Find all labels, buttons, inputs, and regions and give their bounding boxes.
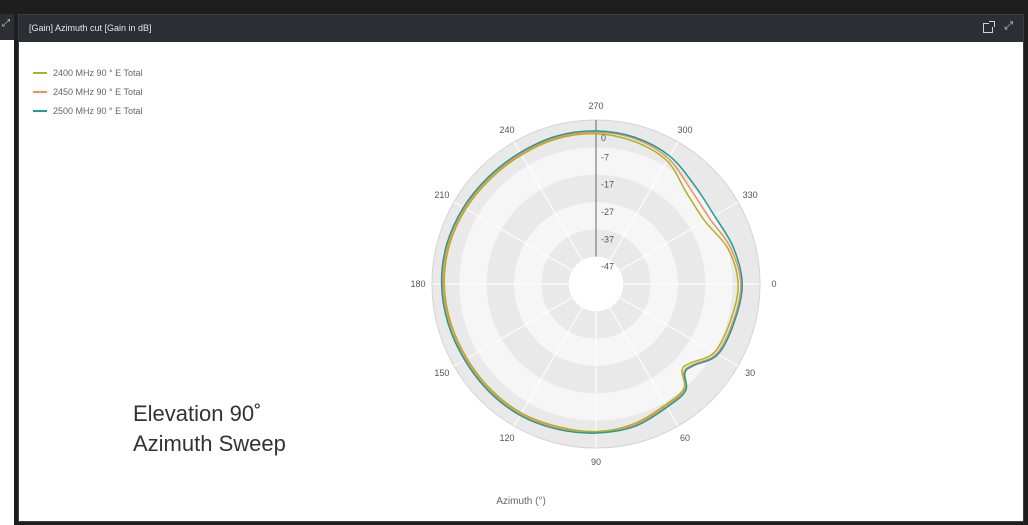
angular-tick-label: 240 bbox=[499, 125, 514, 135]
expand-icon[interactable]: ⤢ bbox=[1004, 20, 1013, 32]
spoke-line bbox=[453, 297, 573, 367]
radial-tick-label: -17 bbox=[601, 180, 614, 190]
left-panel-header bbox=[0, 14, 14, 40]
panel-title: [Gain] Azimuth cut [Gain in dB] bbox=[29, 23, 152, 33]
legend-item[interactable]: 2450 MHz 90 ° E Total bbox=[33, 82, 142, 101]
annotation-line-sweep: Azimuth Sweep bbox=[133, 431, 286, 456]
chart-legend: 2400 MHz 90 ° E Total 2450 MHz 90 ° E To… bbox=[33, 63, 142, 120]
legend-label: 2500 MHz 90 ° E Total bbox=[53, 105, 143, 116]
spoke-line bbox=[513, 307, 583, 427]
legend-item[interactable]: 2400 MHz 90 ° E Total bbox=[33, 63, 142, 82]
panel-header: [Gain] Azimuth cut [Gain in dB] ⤢ bbox=[19, 15, 1023, 42]
spoke-line bbox=[513, 141, 583, 261]
chart-panel: [Gain] Azimuth cut [Gain in dB] ⤢ 0 -7 -17… bbox=[18, 14, 1024, 522]
chart-annotation: Elevation 90˚ Azimuth Sweep bbox=[133, 399, 286, 459]
left-panel-expand-icon[interactable]: ⤢ bbox=[2, 18, 10, 29]
angular-tick-label: 90 bbox=[591, 457, 601, 467]
series-line bbox=[443, 132, 739, 433]
angular-tick-label: 30 bbox=[745, 368, 755, 378]
radial-tick-label: -47 bbox=[601, 262, 614, 272]
angular-tick-label: 330 bbox=[743, 190, 758, 200]
angular-tick-label: 150 bbox=[434, 368, 449, 378]
radial-tick-label: -37 bbox=[601, 234, 614, 244]
legend-label: 2400 MHz 90 ° E Total bbox=[53, 67, 143, 78]
legend-item[interactable]: 2500 MHz 90 ° E Total bbox=[33, 101, 142, 120]
spoke-line bbox=[619, 201, 739, 271]
spoke-line bbox=[609, 141, 679, 261]
left-panel bbox=[0, 14, 14, 525]
angular-tick-label: 300 bbox=[677, 125, 692, 135]
series-line bbox=[442, 131, 742, 434]
polar-chart: 0 -7 -17 -27 -37 -47 0 30 60 90 120 150 180 210 240 270… bbox=[410, 101, 776, 467]
center-hole bbox=[568, 256, 624, 312]
radial-tick-label: -7 bbox=[601, 152, 609, 162]
angular-tick-label: 180 bbox=[410, 279, 425, 289]
legend-label: 2450 MHz 90 ° E Total bbox=[53, 86, 143, 97]
series-line bbox=[440, 130, 743, 434]
legend-swatch bbox=[33, 71, 47, 74]
spoke-line bbox=[453, 201, 573, 271]
x-axis-label: Azimuth (°) bbox=[496, 496, 546, 507]
angular-tick-label: 120 bbox=[499, 433, 514, 443]
legend-swatch bbox=[33, 109, 47, 112]
radial-tick-label: -27 bbox=[601, 207, 614, 217]
angular-tick-label: 270 bbox=[588, 101, 603, 111]
legend-swatch bbox=[33, 90, 47, 93]
radial-tick-label: 0 bbox=[601, 133, 606, 143]
angular-tick-label: 210 bbox=[434, 190, 449, 200]
angular-tick-label: 60 bbox=[680, 433, 690, 443]
popout-icon[interactable] bbox=[983, 21, 995, 33]
annotation-line-elevation: Elevation 90˚ bbox=[133, 401, 262, 426]
angular-tick-label: 0 bbox=[771, 279, 776, 289]
